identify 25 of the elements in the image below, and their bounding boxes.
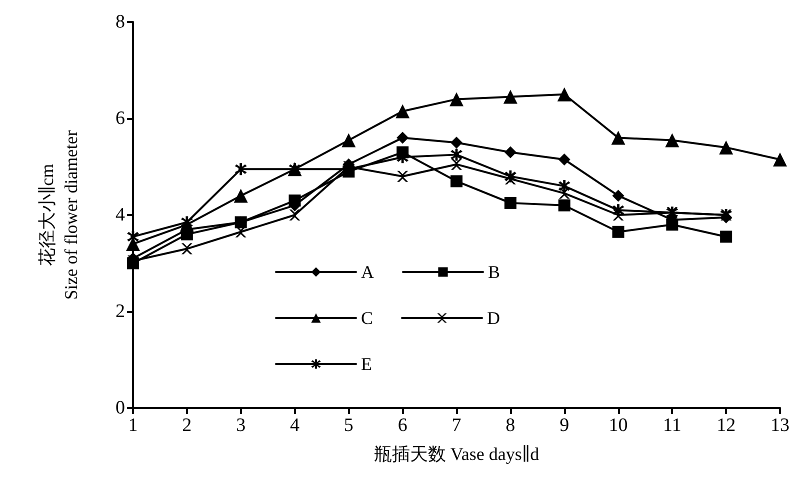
legend-label: E <box>361 354 372 374</box>
x-tick-label: 7 <box>452 415 462 436</box>
legend-label: A <box>361 262 374 282</box>
x-tick-label: 9 <box>560 415 570 436</box>
x-tick-label: 4 <box>290 415 300 436</box>
y-axis-title: 花径大小∥cm Size of flower diameter <box>37 130 81 300</box>
x-tick-label: 6 <box>398 415 408 436</box>
x-tick-label: 13 <box>770 415 790 436</box>
x-tick-label: 2 <box>182 415 192 436</box>
legend-label: D <box>487 308 500 328</box>
legend-label: C <box>361 308 374 328</box>
x-tick-label: 10 <box>608 415 628 436</box>
legend-label: B <box>488 262 500 282</box>
y-tick-label: 6 <box>116 108 125 129</box>
x-tick-label: 12 <box>716 415 736 436</box>
y-tick-label: 4 <box>116 204 126 226</box>
x-tick-label: 1 <box>128 415 138 436</box>
x-tick-label: 8 <box>506 415 516 436</box>
x-axis-title: 瓶插天数 Vase days∥d <box>374 444 540 464</box>
y-tick-label: 8 <box>116 12 125 32</box>
x-tick-label: 11 <box>663 415 682 436</box>
x-tick-label: 5 <box>344 415 354 436</box>
x-tick-label: 3 <box>236 415 246 436</box>
y-tick-label: 2 <box>116 301 125 322</box>
y-tick-label: 0 <box>116 398 125 418</box>
